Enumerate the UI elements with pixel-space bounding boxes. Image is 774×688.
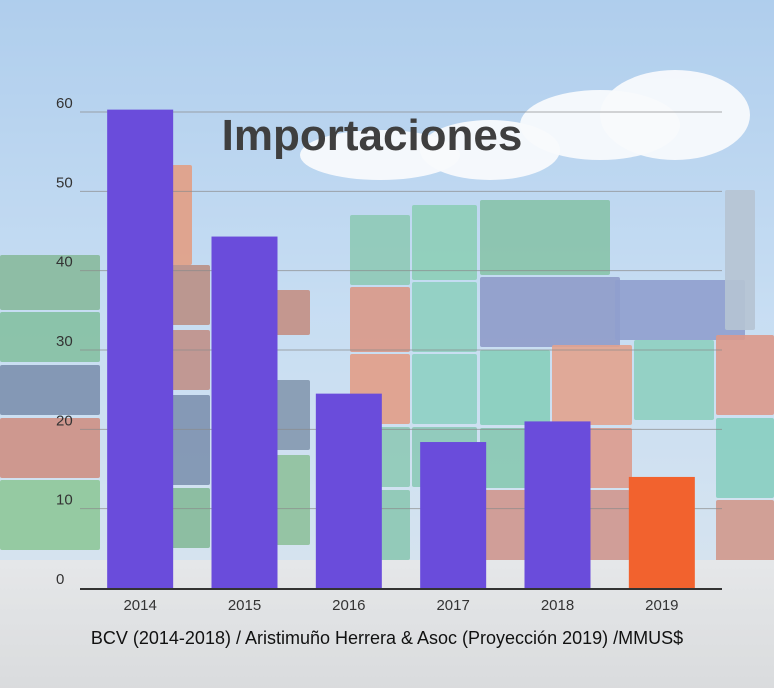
y-tick-label: 50 xyxy=(56,174,73,191)
bar-2018 xyxy=(524,421,591,588)
x-tick-label: 2016 xyxy=(332,597,365,614)
y-tick-label: 10 xyxy=(56,492,73,509)
x-tick-label: 2019 xyxy=(645,597,678,614)
y-tick-label: 40 xyxy=(56,254,73,271)
bar-2014 xyxy=(107,109,174,589)
bar-2017 xyxy=(420,442,487,588)
bar-2019 xyxy=(628,476,695,588)
bar-2016 xyxy=(315,393,382,588)
x-tick-label: 2017 xyxy=(436,597,469,614)
bar-2015 xyxy=(211,236,278,588)
y-tick-label: 20 xyxy=(56,412,73,429)
x-tick-label: 2014 xyxy=(123,597,156,614)
x-tick-label: 2015 xyxy=(228,597,261,614)
y-tick-label: 0 xyxy=(56,571,64,588)
source-note: BCV (2014-2018) / Aristimuño Herrera & A… xyxy=(90,628,684,648)
x-tick-label: 2018 xyxy=(541,597,574,614)
y-tick-label: 30 xyxy=(56,333,73,350)
chart-title: Importaciones xyxy=(222,111,523,160)
y-tick-label: 60 xyxy=(56,95,73,112)
